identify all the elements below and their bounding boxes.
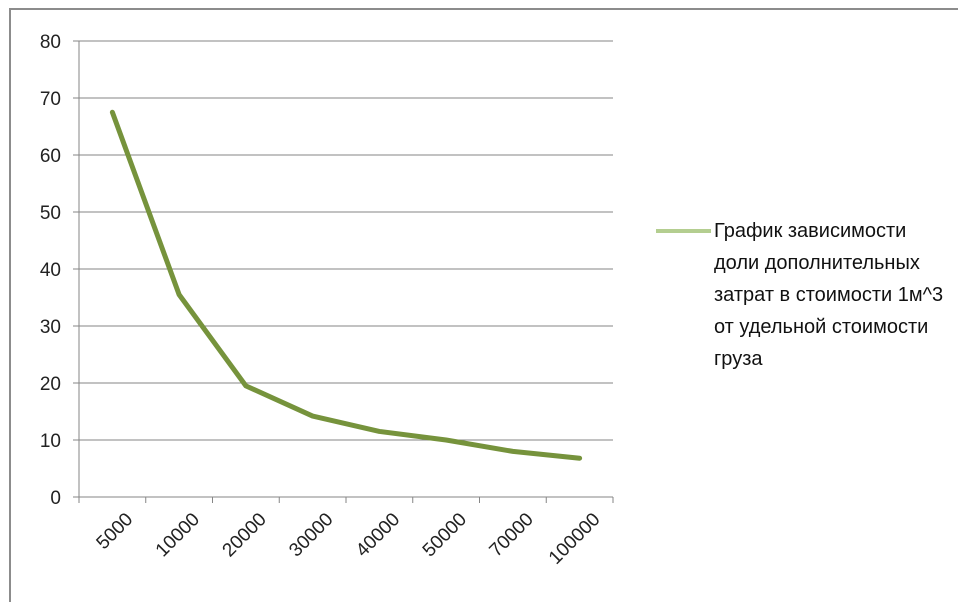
chart-area <box>9 8 958 602</box>
x-tick-label: 20000 <box>219 509 271 561</box>
series-line <box>109 109 583 461</box>
legend-swatch <box>656 229 711 233</box>
x-tick-label: 100000 <box>545 509 605 569</box>
x-tick-label: 70000 <box>486 509 538 561</box>
y-tick-label: 30 <box>40 317 61 338</box>
series-lines <box>109 109 583 461</box>
y-tick-label: 0 <box>50 488 61 509</box>
y-tick-label: 60 <box>40 146 61 167</box>
y-axis-tick-labels: 0 10 20 30 40 50 60 70 80 <box>40 32 61 509</box>
y-tick-label: 50 <box>40 203 61 224</box>
x-axis-tick-labels: 5000 10000 20000 30000 40000 50000 70000 100000 <box>93 509 605 569</box>
x-tick-label: 5000 <box>93 509 138 554</box>
legend-label: График зависимости доли дополнительных з… <box>714 220 944 370</box>
y-tick-label: 40 <box>40 260 61 281</box>
x-tick-label: 10000 <box>152 509 204 561</box>
x-tick-label: 40000 <box>352 509 404 561</box>
y-tick-label: 80 <box>40 32 61 53</box>
axes <box>73 41 614 503</box>
grid-lines <box>73 40 613 441</box>
y-tick-label: 20 <box>40 374 61 395</box>
x-tick-label: 30000 <box>285 509 337 561</box>
y-tick-label: 10 <box>40 431 61 452</box>
x-tick-label: 50000 <box>419 509 471 561</box>
legend: График зависимости доли дополнительных з… <box>656 215 956 375</box>
y-tick-label: 70 <box>40 89 61 110</box>
